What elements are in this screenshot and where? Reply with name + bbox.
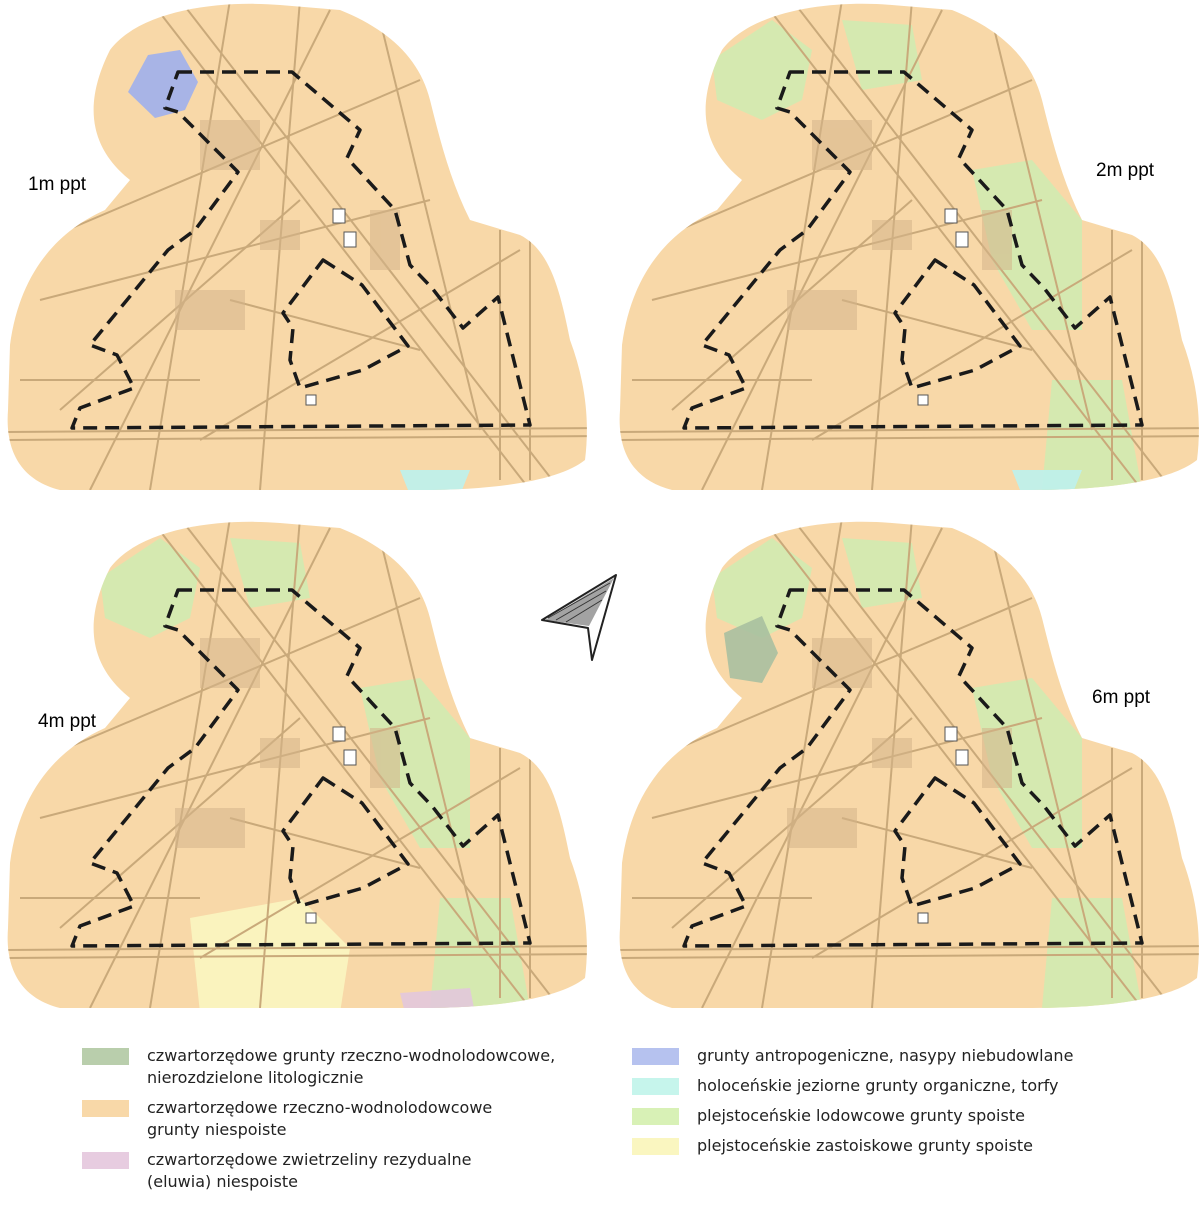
panel-label-4m: 4m ppt bbox=[38, 711, 97, 732]
legend-swatch bbox=[82, 1048, 129, 1065]
panel-label-1m: 1m ppt bbox=[28, 174, 87, 195]
overlay-torfy bbox=[400, 470, 470, 490]
legend-swatch bbox=[632, 1048, 679, 1065]
map-panel-4m bbox=[7, 521, 587, 1008]
legend-label: czwartorzędowe rzeczno-wodnolodowcowe gr… bbox=[147, 1098, 493, 1139]
legend-item: czwartorzędowe grunty rzeczno-wodnolodow… bbox=[82, 1045, 555, 1089]
overlay-lodowcowe bbox=[1042, 380, 1142, 490]
legend-item: czwartorzędowe rzeczno-wodnolodowcowe gr… bbox=[82, 1097, 555, 1141]
legend-column-right: grunty antropogeniczne, nasypy niebudowl… bbox=[632, 1045, 1073, 1165]
legend-swatch bbox=[632, 1138, 679, 1155]
legend-item: grunty antropogeniczne, nasypy niebudowl… bbox=[632, 1045, 1073, 1067]
map-panel-2m bbox=[619, 3, 1199, 490]
overlay-eluwia bbox=[400, 988, 475, 1008]
overlay-lodowcowe bbox=[430, 898, 530, 1008]
overlay-lodowcowe bbox=[712, 538, 812, 638]
legend: czwartorzędowe grunty rzeczno-wodnolodow… bbox=[0, 1045, 1201, 1213]
legend-label: holoceńskie jeziorne grunty organiczne, … bbox=[697, 1076, 1059, 1095]
map-panels: 1m ppt 2m ppt 4m ppt 6m ppt bbox=[7, 3, 1199, 1008]
legend-swatch bbox=[632, 1108, 679, 1125]
map-panel-1m bbox=[7, 3, 587, 490]
legend-item: plejstoceńskie lodowcowe grunty spoiste bbox=[632, 1105, 1073, 1127]
legend-item: holoceńskie jeziorne grunty organiczne, … bbox=[632, 1075, 1073, 1097]
map-panel-6m bbox=[619, 521, 1199, 1008]
legend-swatch bbox=[82, 1152, 129, 1169]
legend-label: czwartorzędowe grunty rzeczno-wodnolodow… bbox=[147, 1046, 556, 1087]
legend-label: plejstoceńskie lodowcowe grunty spoiste bbox=[697, 1106, 1025, 1125]
north-arrow-icon bbox=[541, 574, 617, 661]
overlay-lodowcowe bbox=[100, 538, 200, 638]
legend-label: czwartorzędowe zwietrzeliny rezydualne (… bbox=[147, 1150, 472, 1191]
legend-item: czwartorzędowe zwietrzeliny rezydualne (… bbox=[82, 1149, 555, 1193]
overlay-rzeczno-nierozdzielone bbox=[724, 616, 778, 683]
legend-swatch bbox=[632, 1078, 679, 1095]
overlay-torfy bbox=[1012, 470, 1082, 490]
legend-label: plejstoceńskie zastoiskowe grunty spoist… bbox=[697, 1136, 1033, 1155]
panel-label-6m: 6m ppt bbox=[1092, 687, 1151, 708]
panel-label-2m: 2m ppt bbox=[1096, 160, 1155, 181]
overlay-lodowcowe bbox=[1042, 898, 1142, 1008]
legend-item: plejstoceńskie zastoiskowe grunty spoist… bbox=[632, 1135, 1073, 1157]
overlay-antropogeniczne bbox=[128, 50, 198, 118]
legend-label: grunty antropogeniczne, nasypy niebudowl… bbox=[697, 1046, 1074, 1065]
legend-column-left: czwartorzędowe grunty rzeczno-wodnolodow… bbox=[82, 1045, 555, 1201]
overlay-lodowcowe bbox=[712, 20, 812, 120]
legend-swatch bbox=[82, 1100, 129, 1117]
